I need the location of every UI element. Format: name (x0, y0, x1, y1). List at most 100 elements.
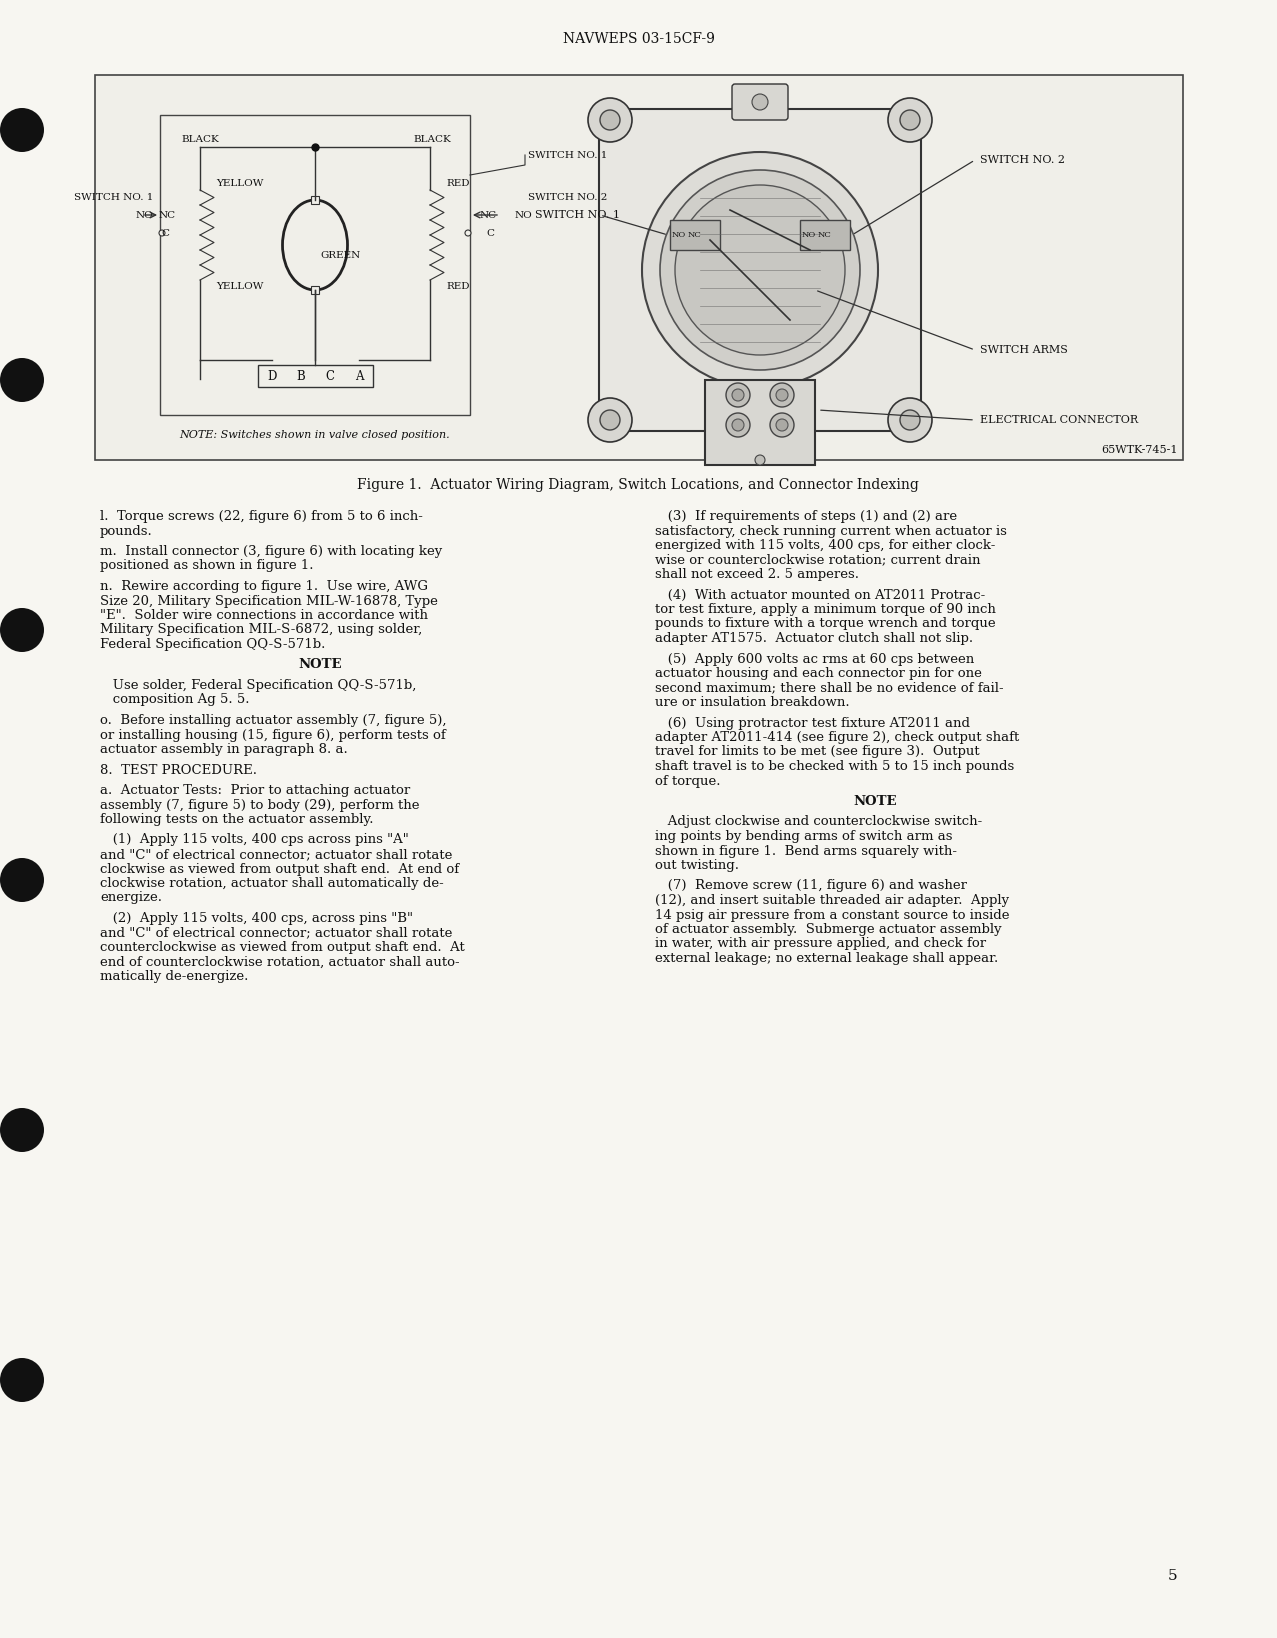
Circle shape (770, 383, 794, 406)
Circle shape (900, 410, 919, 431)
Text: (7)  Remove screw (11, figure 6) and washer: (7) Remove screw (11, figure 6) and wash… (655, 880, 967, 893)
Circle shape (755, 455, 765, 465)
Text: shall not exceed 2. 5 amperes.: shall not exceed 2. 5 amperes. (655, 568, 859, 581)
Text: following tests on the actuator assembly.: following tests on the actuator assembly… (100, 812, 373, 826)
Text: ure or insulation breakdown.: ure or insulation breakdown. (655, 696, 849, 709)
Text: pounds to fixture with a torque wrench and torque: pounds to fixture with a torque wrench a… (655, 618, 996, 631)
Text: SWITCH NO. 1: SWITCH NO. 1 (535, 210, 621, 219)
Text: (1)  Apply 115 volts, 400 cps across pins "A": (1) Apply 115 volts, 400 cps across pins… (100, 834, 409, 847)
Text: "E".  Solder wire connections in accordance with: "E". Solder wire connections in accordan… (100, 609, 428, 622)
Text: C: C (487, 228, 494, 238)
Text: YELLOW: YELLOW (216, 179, 263, 188)
FancyBboxPatch shape (732, 84, 788, 120)
Text: NOTE: NOTE (853, 794, 896, 808)
Text: Federal Specification QQ-S-571b.: Federal Specification QQ-S-571b. (100, 637, 326, 650)
Text: actuator assembly in paragraph 8. a.: actuator assembly in paragraph 8. a. (100, 744, 347, 757)
Text: NO: NO (515, 211, 533, 219)
Circle shape (0, 359, 43, 401)
Text: Military Specification MIL-S-6872, using solder,: Military Specification MIL-S-6872, using… (100, 624, 423, 637)
Text: assembly (7, figure 5) to body (29), perform the: assembly (7, figure 5) to body (29), per… (100, 798, 420, 811)
Text: tor test fixture, apply a minimum torque of 90 inch: tor test fixture, apply a minimum torque… (655, 603, 996, 616)
Circle shape (0, 608, 43, 652)
Bar (705, 380, 815, 465)
Text: (3)  If requirements of steps (1) and (2) are: (3) If requirements of steps (1) and (2)… (655, 509, 958, 523)
Text: a.  Actuator Tests:  Prior to attaching actuator: a. Actuator Tests: Prior to attaching ac… (100, 785, 410, 798)
Bar (160, 115, 470, 414)
Text: SWITCH NO. 1: SWITCH NO. 1 (527, 151, 608, 159)
Text: GREEN: GREEN (321, 251, 360, 259)
Bar (670, 219, 720, 251)
Circle shape (900, 110, 919, 129)
Text: n.  Rewire according to figure 1.  Use wire, AWG: n. Rewire according to figure 1. Use wir… (100, 580, 428, 593)
Circle shape (676, 185, 845, 355)
Circle shape (727, 383, 750, 406)
Text: (6)  Using protractor test fixture AT2011 and: (6) Using protractor test fixture AT2011… (655, 716, 971, 729)
Text: NC: NC (819, 231, 831, 239)
Text: C: C (161, 228, 169, 238)
Circle shape (776, 419, 788, 431)
Text: m.  Install connector (3, figure 6) with locating key: m. Install connector (3, figure 6) with … (100, 545, 442, 559)
Circle shape (642, 152, 879, 388)
Circle shape (160, 229, 165, 236)
Text: in water, with air pressure applied, and check for: in water, with air pressure applied, and… (655, 937, 986, 950)
Bar (799, 219, 850, 251)
Circle shape (888, 98, 932, 143)
Circle shape (732, 419, 744, 431)
Text: Adjust clockwise and counterclockwise switch-: Adjust clockwise and counterclockwise sw… (655, 816, 982, 829)
Text: and "C" of electrical connector; actuator shall rotate: and "C" of electrical connector; actuato… (100, 848, 452, 862)
Text: 8.  TEST PROCEDURE.: 8. TEST PROCEDURE. (100, 763, 257, 776)
Bar (94, 75, 1183, 460)
Circle shape (600, 110, 621, 129)
Text: NC: NC (160, 211, 176, 219)
Text: Size 20, Military Specification MIL-W-16878, Type: Size 20, Military Specification MIL-W-16… (100, 595, 438, 608)
Text: satisfactory, check running current when actuator is: satisfactory, check running current when… (655, 524, 1006, 537)
Text: SWITCH NO. 2: SWITCH NO. 2 (979, 156, 1065, 165)
Text: NOTE: Switches shown in valve closed position.: NOTE: Switches shown in valve closed pos… (180, 431, 451, 441)
FancyBboxPatch shape (599, 110, 921, 431)
Text: of actuator assembly.  Submerge actuator assembly: of actuator assembly. Submerge actuator … (655, 922, 1001, 935)
Text: A: A (355, 370, 363, 383)
Text: NO: NO (802, 231, 816, 239)
Text: adapter AT1575.  Actuator clutch shall not slip.: adapter AT1575. Actuator clutch shall no… (655, 632, 973, 645)
Circle shape (888, 398, 932, 442)
Text: (5)  Apply 600 volts ac rms at 60 cps between: (5) Apply 600 volts ac rms at 60 cps bet… (655, 652, 974, 665)
Text: pounds.: pounds. (100, 524, 153, 537)
Text: positioned as shown in figure 1.: positioned as shown in figure 1. (100, 560, 313, 573)
Text: clockwise rotation, actuator shall automatically de-: clockwise rotation, actuator shall autom… (100, 876, 443, 889)
Text: NO: NO (672, 231, 686, 239)
Text: D: D (267, 370, 277, 383)
Text: or installing housing (15, figure 6), perform tests of: or installing housing (15, figure 6), pe… (100, 729, 446, 742)
Text: ELECTRICAL CONNECTOR: ELECTRICAL CONNECTOR (979, 414, 1138, 424)
Text: 65WTK-745-1: 65WTK-745-1 (1102, 446, 1177, 455)
Text: RED: RED (446, 282, 470, 292)
Text: matically de-energize.: matically de-energize. (100, 970, 248, 983)
Text: external leakage; no external leakage shall appear.: external leakage; no external leakage sh… (655, 952, 999, 965)
Text: adapter AT2011-414 (see figure 2), check output shaft: adapter AT2011-414 (see figure 2), check… (655, 731, 1019, 744)
Circle shape (752, 93, 767, 110)
Text: energized with 115 volts, 400 cps, for either clock-: energized with 115 volts, 400 cps, for e… (655, 539, 995, 552)
Text: BLACK: BLACK (181, 134, 218, 144)
Bar (312, 287, 319, 293)
Circle shape (776, 388, 788, 401)
Bar (312, 197, 319, 205)
Text: NO: NO (135, 211, 153, 219)
Text: second maximum; there shall be no evidence of fail-: second maximum; there shall be no eviden… (655, 681, 1004, 695)
Text: l.  Torque screws (22, figure 6) from 5 to 6 inch-: l. Torque screws (22, figure 6) from 5 t… (100, 509, 423, 523)
Ellipse shape (282, 200, 347, 290)
Text: composition Ag 5. 5.: composition Ag 5. 5. (100, 693, 249, 706)
Text: NOTE: NOTE (299, 658, 342, 672)
Circle shape (660, 170, 859, 370)
Text: shaft travel is to be checked with 5 to 15 inch pounds: shaft travel is to be checked with 5 to … (655, 760, 1014, 773)
Circle shape (732, 388, 744, 401)
Text: NAVWEPS 03-15CF-9: NAVWEPS 03-15CF-9 (563, 33, 714, 46)
Text: NC: NC (688, 231, 702, 239)
Text: out twisting.: out twisting. (655, 858, 739, 871)
Text: actuator housing and each connector pin for one: actuator housing and each connector pin … (655, 667, 982, 680)
Text: end of counterclockwise rotation, actuator shall auto-: end of counterclockwise rotation, actuat… (100, 955, 460, 968)
Text: shown in figure 1.  Bend arms squarely with-: shown in figure 1. Bend arms squarely wi… (655, 845, 956, 858)
Circle shape (0, 1107, 43, 1152)
Text: (4)  With actuator mounted on AT2011 Protrac-: (4) With actuator mounted on AT2011 Prot… (655, 588, 986, 601)
Text: Figure 1.  Actuator Wiring Diagram, Switch Locations, and Connector Indexing: Figure 1. Actuator Wiring Diagram, Switc… (358, 478, 919, 491)
Text: Use solder, Federal Specification QQ-S-571b,: Use solder, Federal Specification QQ-S-5… (100, 680, 416, 691)
Text: and "C" of electrical connector; actuator shall rotate: and "C" of electrical connector; actuato… (100, 927, 452, 940)
